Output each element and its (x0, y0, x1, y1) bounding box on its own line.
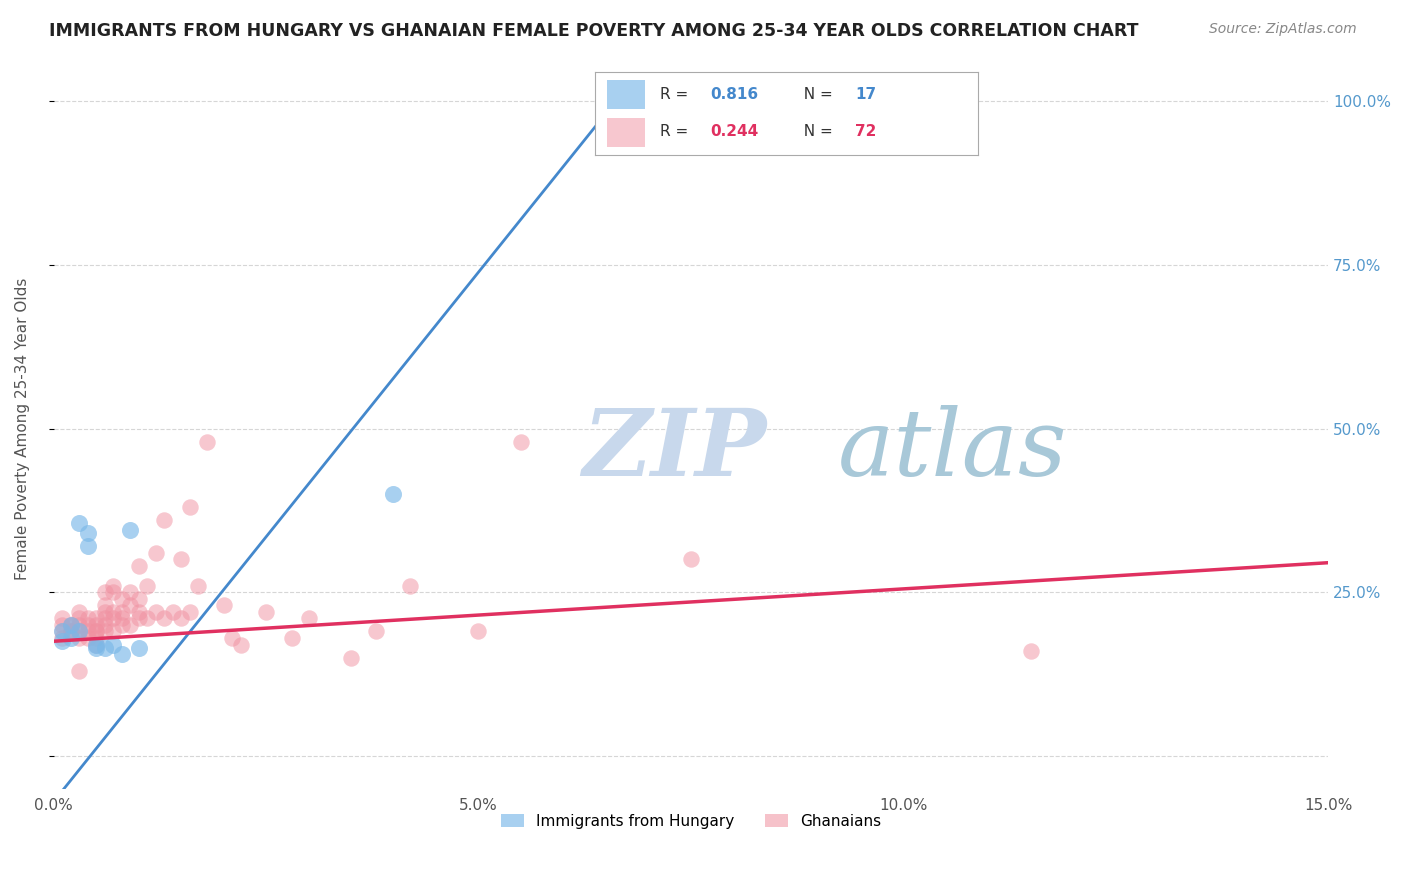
Point (67, 516, 90, 531)
Point (76, 539, 98, 553)
Point (51, 624, 73, 639)
Point (120, 618, 142, 632)
Point (84, 624, 107, 639)
Point (101, 585, 124, 599)
Point (145, 605, 167, 619)
Point (93, 624, 115, 639)
Y-axis label: Female Poverty Among 25-34 Year Olds: Female Poverty Among 25-34 Year Olds (15, 277, 30, 580)
Text: ZIP: ZIP (582, 405, 766, 495)
Point (212, 599, 235, 613)
Point (128, 640, 150, 655)
Point (51, 634, 73, 648)
Point (101, 605, 124, 619)
Point (254, 605, 277, 619)
Point (110, 648, 132, 662)
Point (93, 640, 115, 655)
Point (136, 579, 159, 593)
Point (120, 523, 142, 537)
Point (110, 611, 132, 625)
Point (59, 624, 82, 639)
Point (101, 638, 124, 652)
Point (59, 618, 82, 632)
Point (101, 624, 124, 639)
Point (162, 605, 184, 619)
Point (128, 611, 150, 625)
Point (84, 618, 107, 632)
Point (101, 579, 124, 593)
Point (153, 513, 176, 527)
Point (93, 599, 115, 613)
Point (67, 631, 90, 645)
Point (67, 611, 90, 625)
Point (51, 611, 73, 625)
Point (110, 605, 132, 619)
Point (67, 605, 90, 619)
Point (595, 107, 617, 121)
Point (93, 618, 115, 632)
Point (1019, 644, 1042, 658)
Point (51, 618, 73, 632)
Point (59, 631, 82, 645)
Point (110, 591, 132, 606)
Point (170, 552, 193, 566)
Point (340, 650, 363, 665)
Point (366, 624, 388, 639)
Point (229, 638, 252, 652)
Point (179, 500, 201, 514)
Point (76, 624, 98, 639)
Point (93, 605, 115, 619)
Point (128, 605, 150, 619)
Point (84, 631, 107, 645)
Point (59, 618, 82, 632)
Point (84, 624, 107, 639)
Point (187, 579, 209, 593)
Point (153, 611, 176, 625)
Text: IMMIGRANTS FROM HUNGARY VS GHANAIAN FEMALE POVERTY AMONG 25-34 YEAR OLDS CORRELA: IMMIGRANTS FROM HUNGARY VS GHANAIAN FEMA… (49, 22, 1139, 40)
Point (467, 624, 489, 639)
Point (280, 631, 302, 645)
Point (51, 631, 73, 645)
Point (93, 611, 115, 625)
Point (51, 624, 73, 639)
Point (128, 591, 150, 606)
Point (84, 638, 107, 652)
Point (170, 611, 193, 625)
Point (179, 605, 201, 619)
Point (679, 552, 702, 566)
Point (67, 664, 90, 678)
Legend: Immigrants from Hungary, Ghanaians: Immigrants from Hungary, Ghanaians (495, 807, 887, 835)
Point (67, 624, 90, 639)
Point (382, 487, 405, 501)
Point (510, 434, 533, 449)
Point (297, 611, 319, 625)
Point (67, 624, 90, 639)
Point (76, 526, 98, 541)
Point (120, 599, 142, 613)
Text: atlas: atlas (838, 405, 1067, 495)
Point (59, 618, 82, 632)
Point (128, 559, 150, 574)
Point (76, 631, 98, 645)
Point (59, 624, 82, 639)
Point (84, 640, 107, 655)
Text: Source: ZipAtlas.com: Source: ZipAtlas.com (1209, 22, 1357, 37)
Point (101, 611, 124, 625)
Point (76, 618, 98, 632)
Point (110, 618, 132, 632)
Point (76, 611, 98, 625)
Point (84, 638, 107, 652)
Point (67, 618, 90, 632)
Point (93, 585, 115, 599)
Point (145, 546, 167, 560)
Point (195, 434, 218, 449)
Point (399, 579, 422, 593)
Point (84, 611, 107, 625)
Point (221, 631, 243, 645)
Point (136, 611, 159, 625)
Point (120, 585, 142, 599)
